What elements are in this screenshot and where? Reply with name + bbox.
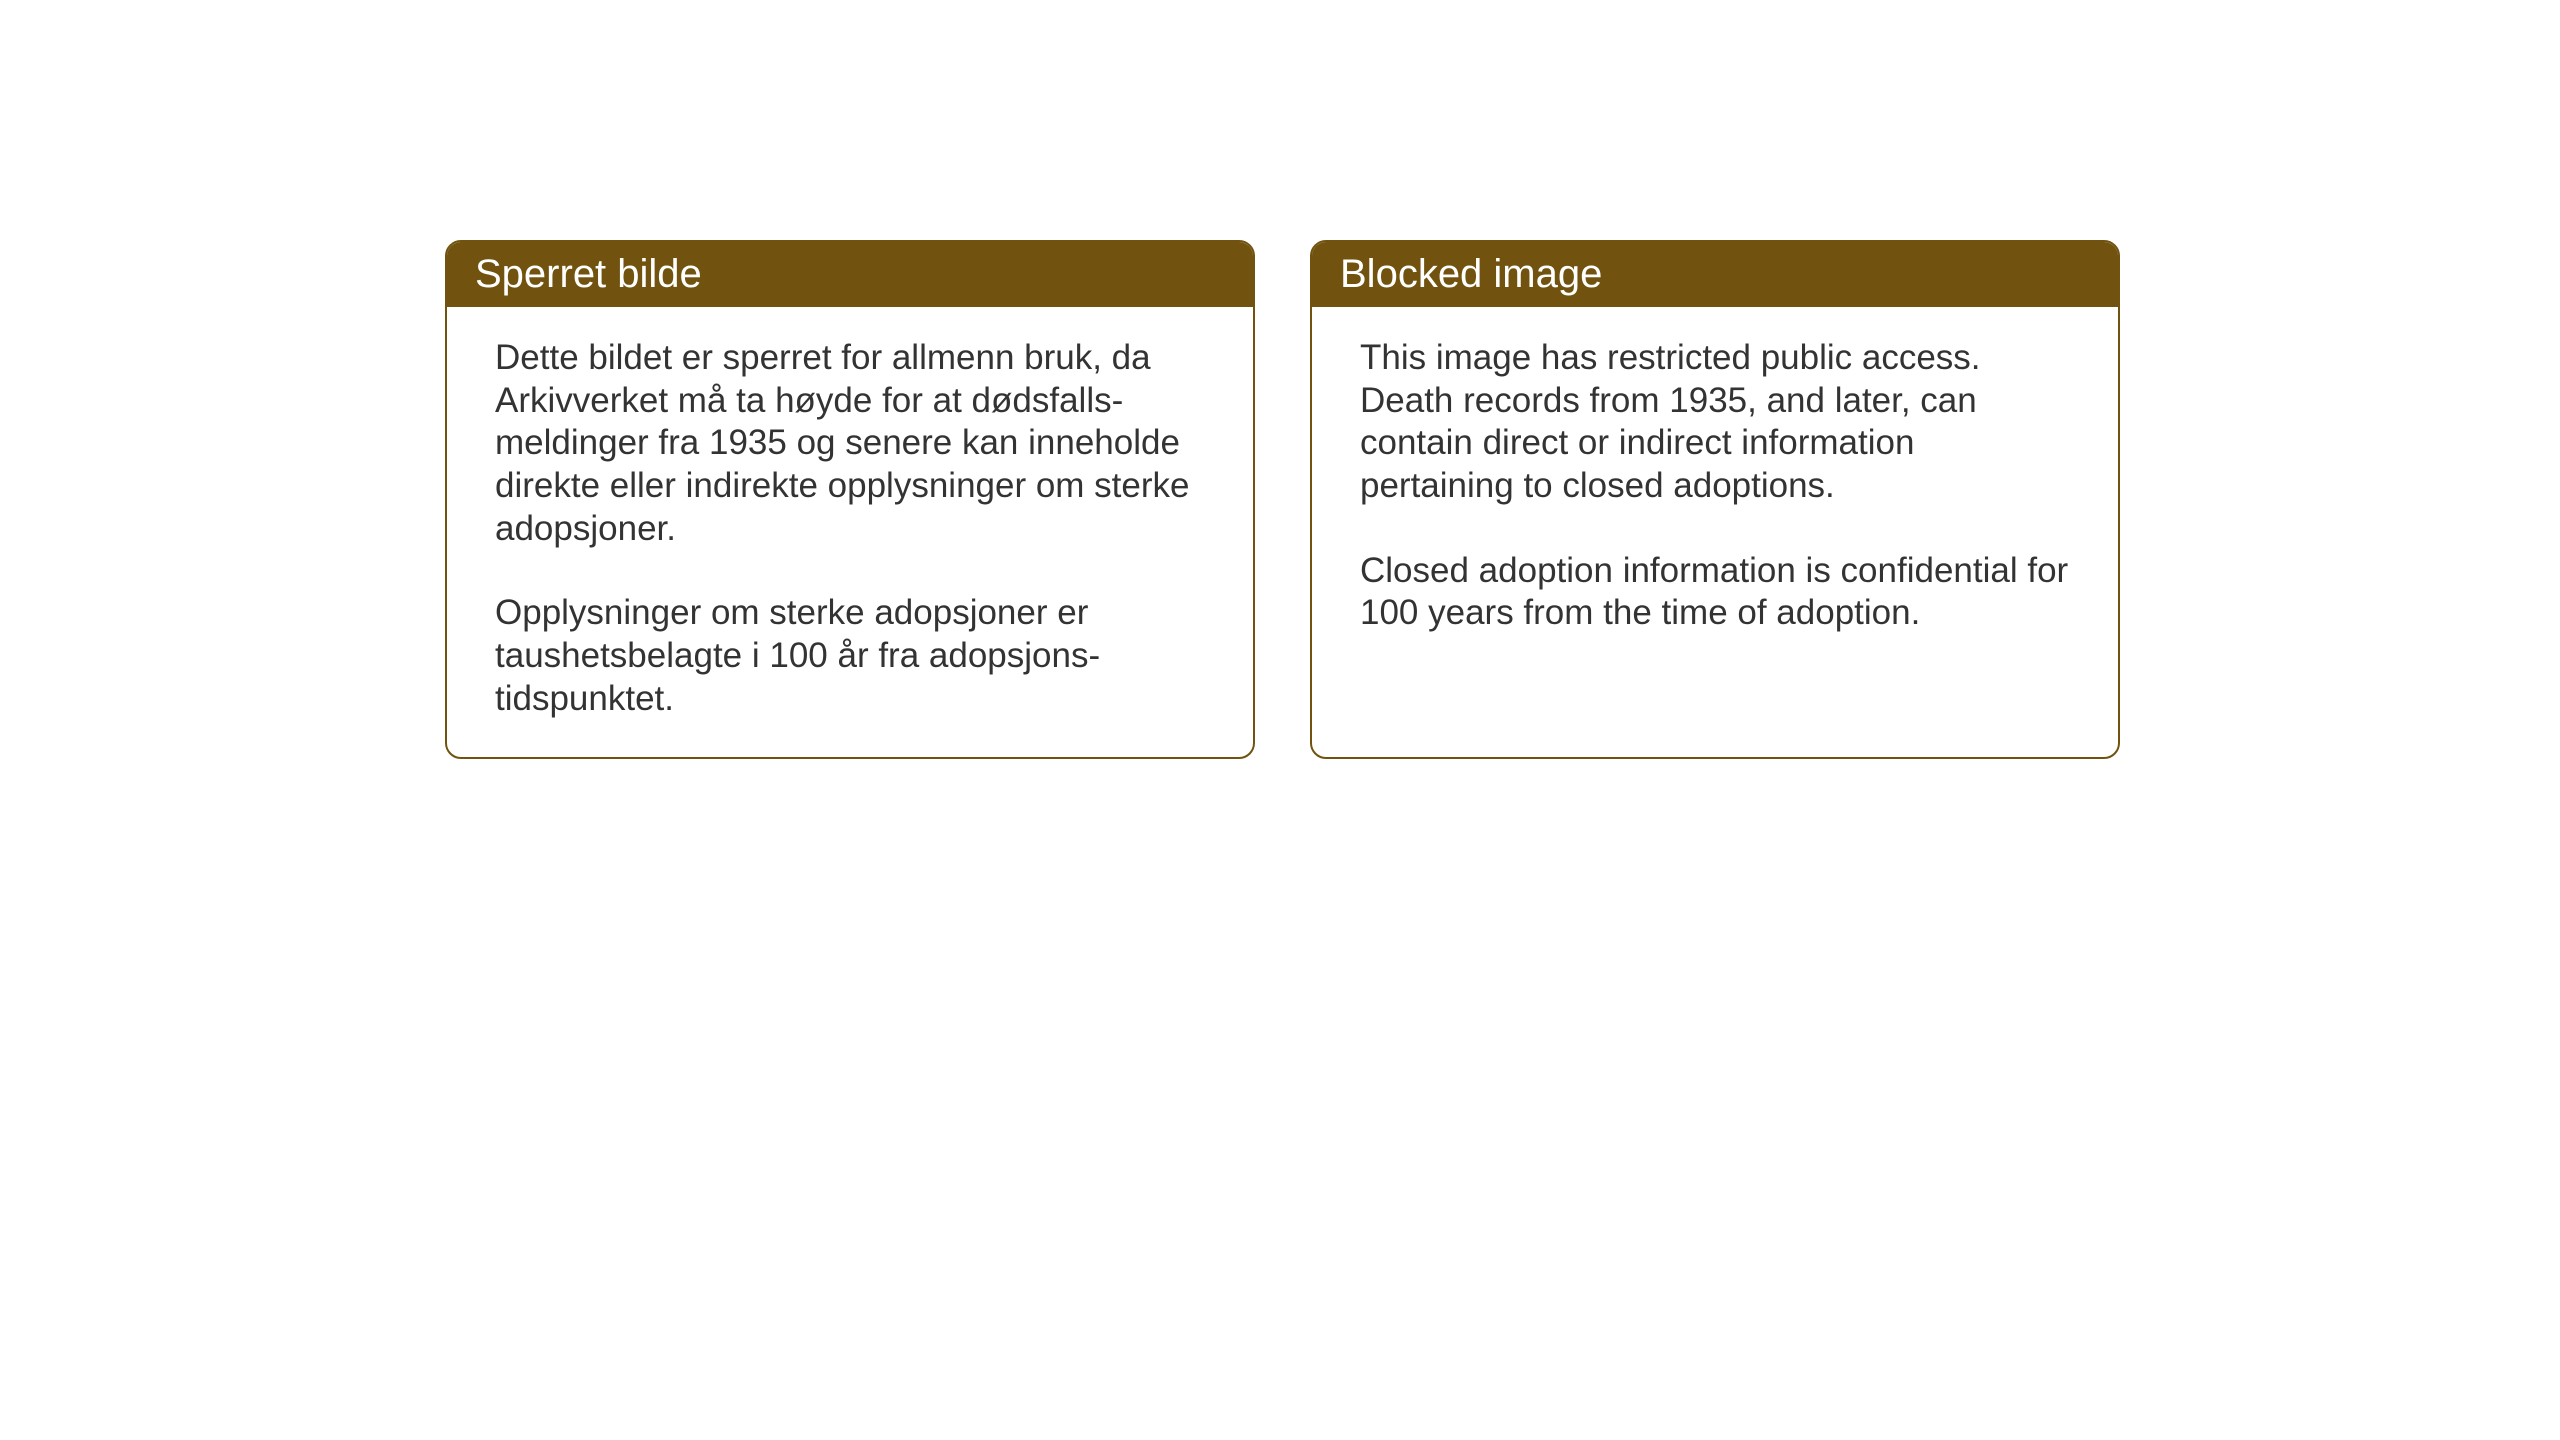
card-paragraph-1: Dette bildet er sperret for allmenn bruk… [495, 337, 1205, 550]
card-body-english: This image has restricted public access.… [1312, 307, 2118, 671]
notice-container: Sperret bilde Dette bildet er sperret fo… [445, 240, 2120, 759]
card-paragraph-1: This image has restricted public access.… [1360, 337, 2070, 508]
card-header-norwegian: Sperret bilde [447, 242, 1253, 307]
card-paragraph-2: Closed adoption information is confident… [1360, 550, 2070, 635]
card-title: Blocked image [1340, 252, 1602, 296]
card-paragraph-2: Opplysninger om sterke adopsjoner er tau… [495, 592, 1205, 720]
notice-card-english: Blocked image This image has restricted … [1310, 240, 2120, 759]
card-body-norwegian: Dette bildet er sperret for allmenn bruk… [447, 307, 1253, 757]
card-title: Sperret bilde [475, 252, 702, 296]
card-header-english: Blocked image [1312, 242, 2118, 307]
notice-card-norwegian: Sperret bilde Dette bildet er sperret fo… [445, 240, 1255, 759]
